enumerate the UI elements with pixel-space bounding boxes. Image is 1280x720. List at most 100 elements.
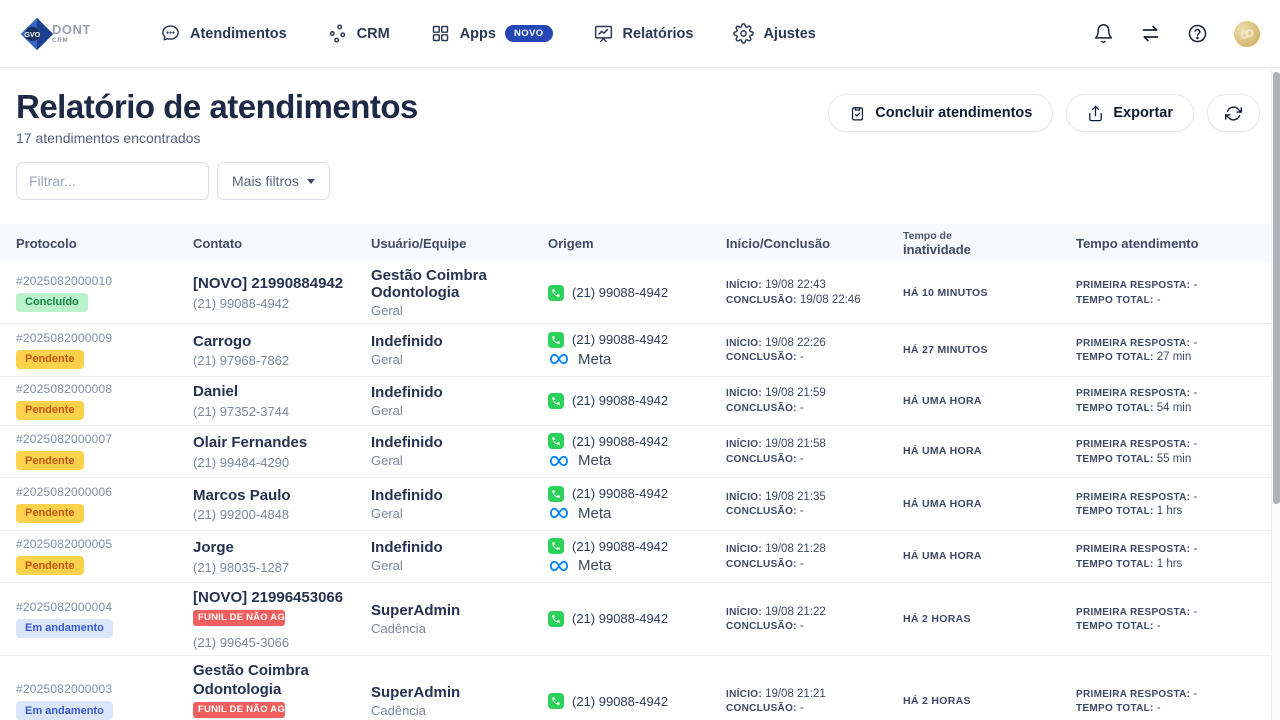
origin-label: (21) 99088-4942 [572,611,668,626]
team-name: Geral [371,303,548,318]
more-filters-button[interactable]: Mais filtros [217,162,330,200]
protocol-number: #2025082000010 [16,274,193,288]
nav-item-apps[interactable]: Apps NOVO [430,23,553,44]
origin-cell: (21) 99088-4942 Meta [548,329,726,371]
protocol-cell: #2025082000004 Em andamento [16,600,193,638]
status-badge: Em andamento [16,619,113,638]
table-row[interactable]: #2025082000010 Concluído [NOVO] 21990884… [0,262,1280,324]
service-time-cell: PRIMEIRA RESPOSTA: - TEMPO TOTAL: - [1076,685,1280,717]
nav-item-crm[interactable]: CRM [327,23,390,44]
export-button[interactable]: Exportar [1066,94,1194,132]
column-header-top: Tempo de [903,230,1076,242]
origin-whatsapp: (21) 99088-4942 [548,285,726,301]
grid-icon [430,23,451,44]
contact-name: Daniel [193,382,371,402]
end-time: CONCLUSÃO: - [726,702,903,714]
user-name: Gestão Coimbra Odontologia [371,267,548,301]
export-icon [1087,105,1104,122]
start-time: INÍCIO: 19/08 21:28 [726,543,903,555]
nav-item-label: Ajustes [763,26,815,42]
column-header: Origem [548,236,726,251]
start-end-cell: INÍCIO: 19/08 21:21 CONCLUSÃO: - [726,685,903,717]
first-response: PRIMEIRA RESPOSTA: - [1076,337,1280,349]
origin-cell: (21) 99088-4942 Meta [548,536,726,578]
conclude-button[interactable]: Concluir atendimentos [828,94,1053,132]
start-end-cell: INÍCIO: 19/08 21:28 CONCLUSÃO: - [726,541,903,573]
protocol-cell: #2025082000007 Pendente [16,432,193,470]
user-cell: Indefinido Geral [371,333,548,367]
origin-whatsapp: (21) 99088-4942 [548,486,726,502]
table-row[interactable]: #2025082000006 Pendente Marcos Paulo (21… [0,478,1280,531]
transfer-arrows-icon[interactable] [1140,23,1161,44]
notifications-bell-icon[interactable] [1093,23,1114,44]
team-name: Cadência [371,621,548,636]
start-time: INÍCIO: 19/08 22:43 [726,279,903,291]
start-time: INÍCIO: 19/08 21:21 [726,688,903,700]
start-end-cell: INÍCIO: 19/08 22:43 CONCLUSÃO: 19/08 22:… [726,277,903,309]
inactivity-time: HÁ 10 MINUTOS [903,287,1076,299]
first-response: PRIMEIRA RESPOSTA: - [1076,279,1280,291]
user-cell: SuperAdmin Cadência [371,602,548,636]
contact-name: [NOVO] 21990884942 [193,274,371,294]
origin-label: (21) 99088-4942 [572,694,668,709]
protocol-number: #2025082000003 [16,682,193,696]
contact-detail: (21) 99484-4290 [193,455,371,470]
origin-label: (21) 99088-4942 [572,434,668,449]
first-response: PRIMEIRA RESPOSTA: - [1076,606,1280,618]
nav-item-atendimentos[interactable]: Atendimentos [160,23,287,44]
more-filters-label: Mais filtros [232,173,299,189]
table-row[interactable]: #2025082000005 Pendente Jorge (21) 98035… [0,531,1280,584]
total-time: TEMPO TOTAL: 1 hrs [1076,505,1280,517]
end-time: CONCLUSÃO: 19/08 22:46 [726,294,903,306]
origin-meta: Meta [548,350,726,368]
protocol-number: #2025082000005 [16,537,193,551]
table-row[interactable]: #2025082000004 Em andamento [NOVO] 21996… [0,583,1280,656]
whatsapp-icon [548,486,564,502]
total-time: TEMPO TOTAL: 1 hrs [1076,558,1280,570]
origin-whatsapp: (21) 99088-4942 [548,693,726,709]
protocol-number: #2025082000007 [16,432,193,446]
table-header: Protocolo Contato Usuário/Equipe Origem … [0,224,1280,262]
service-time-cell: PRIMEIRA RESPOSTA: - TEMPO TOTAL: 27 min [1076,334,1280,366]
user-name: Indefinido [371,487,548,504]
export-button-label: Exportar [1113,105,1173,121]
contact-detail: (21) 99088-4942 [193,296,371,311]
whatsapp-icon [548,611,564,627]
top-navigation: GVO DONT CRM Atendimentos CRM Apps NOVO … [0,0,1280,68]
column-header: Contato [193,236,371,251]
clipboard-check-icon [849,105,866,122]
table-body: #2025082000010 Concluído [NOVO] 21990884… [0,262,1280,720]
service-time-cell: PRIMEIRA RESPOSTA: - TEMPO TOTAL: 55 min [1076,436,1280,468]
nav-right-icons [1093,21,1260,47]
origin-label: (21) 99088-4942 [572,486,668,501]
refresh-icon [1225,105,1242,122]
table-row[interactable]: #2025082000009 Pendente Carrogo (21) 979… [0,324,1280,377]
page-title: Relatório de atendimentos [16,88,418,126]
origin-whatsapp: (21) 99088-4942 [548,332,726,348]
team-name: Geral [371,558,548,573]
team-name: Geral [371,352,548,367]
start-time: INÍCIO: 19/08 21:59 [726,387,903,399]
table-row[interactable]: #2025082000008 Pendente Daniel (21) 9735… [0,377,1280,426]
refresh-button[interactable] [1207,94,1260,132]
table-row[interactable]: #2025082000007 Pendente Olair Fernandes … [0,426,1280,479]
vertical-scrollbar[interactable] [1271,69,1280,720]
scrollbar-thumb[interactable] [1273,72,1280,504]
nav-item-relatorios[interactable]: Relatórios [593,23,694,44]
contact-cell: Marcos Paulo (21) 99200-4848 [193,486,371,523]
origin-meta: Meta [548,557,726,575]
whatsapp-icon [548,693,564,709]
user-avatar[interactable] [1234,21,1260,47]
table-row[interactable]: #2025082000003 Em andamento Gestão Coimb… [0,656,1280,720]
filter-input[interactable] [16,162,209,200]
app-logo[interactable]: GVO DONT CRM [18,15,136,53]
conclude-button-label: Concluir atendimentos [875,105,1032,121]
protocol-number: #2025082000004 [16,600,193,614]
help-icon[interactable] [1187,23,1208,44]
meta-icon [548,557,570,575]
gear-icon [733,23,754,44]
user-cell: Indefinido Geral [371,487,548,521]
team-name: Geral [371,506,548,521]
nav-item-ajustes[interactable]: Ajustes [733,23,815,44]
end-time: CONCLUSÃO: - [726,505,903,517]
